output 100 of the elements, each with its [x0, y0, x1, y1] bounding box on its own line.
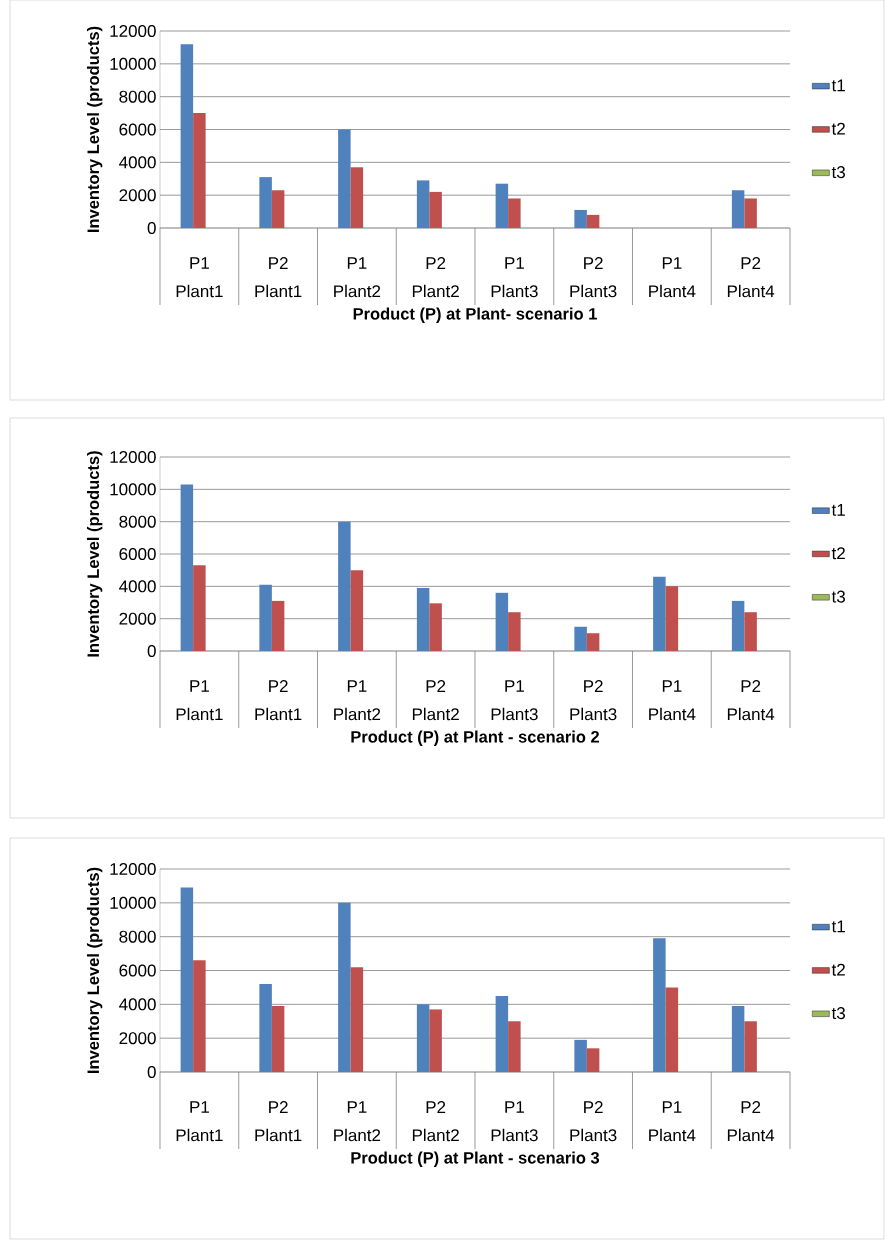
bar	[180, 484, 194, 652]
bar	[744, 612, 757, 652]
bar	[429, 1009, 442, 1073]
x-tick-label: P1	[662, 1101, 682, 1113]
y-tick-label: 4000	[119, 998, 156, 1011]
x-tick-label: P1	[347, 680, 367, 692]
bar	[416, 1004, 430, 1073]
bar	[574, 1039, 587, 1073]
text: Plant2	[412, 284, 459, 298]
y-tick-label: 12000	[110, 450, 156, 464]
text: Plant2	[412, 707, 459, 721]
x-tick-label: P1	[505, 257, 524, 269]
x-tick-label: P2	[741, 680, 761, 692]
text: Plant4	[649, 284, 696, 298]
bar	[574, 209, 587, 229]
x-axis-title: Product (P) at Plant - scenario 2	[351, 730, 600, 746]
text: Plant2	[334, 707, 381, 721]
x-tick-label: P2	[741, 257, 761, 269]
text: Plant2	[334, 1128, 381, 1142]
bar	[271, 1006, 285, 1073]
x-tick-label: P2	[584, 1101, 603, 1113]
text: Plant1	[176, 1128, 223, 1142]
y-axis-title: Inventory Level (products)	[86, 451, 103, 657]
x-tick-label: P1	[505, 680, 524, 692]
bar	[350, 967, 364, 1073]
bar	[271, 600, 285, 652]
text: Plant4	[649, 707, 696, 721]
y-axis-title: Inventory Level (products)	[86, 26, 103, 233]
bar	[350, 570, 364, 652]
bar	[271, 190, 285, 229]
y-tick-label: 12000	[110, 24, 156, 38]
bar	[508, 198, 521, 229]
legend-label: t2	[831, 547, 845, 560]
bar	[338, 902, 351, 1073]
bar	[744, 198, 757, 229]
bar	[653, 576, 666, 652]
legend-label: t2	[831, 963, 845, 976]
bar	[350, 167, 364, 229]
x-tick-label: P2	[426, 680, 446, 692]
text: Plant4	[727, 707, 775, 721]
text: Plant3	[491, 284, 538, 298]
text: Plant1	[255, 1128, 302, 1142]
legend-label: t1	[831, 504, 845, 516]
x-tick-label: P2	[269, 1101, 288, 1113]
y-tick-label: 10000	[110, 57, 156, 70]
y-tick-label: 2000	[119, 189, 156, 202]
x-tick-label: P1	[190, 1101, 209, 1113]
bar	[586, 633, 600, 652]
y-tick-label: 10000	[110, 483, 156, 496]
text: Plant3	[570, 1128, 617, 1142]
y-tick-label: 6000	[119, 123, 156, 136]
bar	[731, 1006, 745, 1073]
y-tick-label: 6000	[119, 964, 156, 977]
x-tick-label: P1	[662, 680, 682, 692]
bar	[508, 612, 521, 652]
text: Plant2	[334, 284, 381, 298]
y-tick-label: 8000	[119, 515, 156, 528]
bar	[429, 603, 442, 652]
text: Plant2	[412, 1128, 459, 1142]
bar	[338, 129, 351, 229]
x-tick-label: P2	[426, 257, 446, 269]
y-tick-label: 12000	[110, 862, 156, 876]
y-tick-label: 0	[147, 644, 156, 658]
bar	[416, 180, 430, 229]
text: Plant4	[649, 1128, 696, 1142]
x-tick-label: P1	[505, 1101, 524, 1113]
text: Plant1	[255, 707, 302, 721]
text: Plant1	[176, 284, 223, 298]
bar	[416, 587, 430, 652]
x-tick-label: P1	[190, 680, 209, 692]
y-tick-label: 8000	[119, 930, 156, 943]
bar	[653, 938, 666, 1073]
y-tick-label: 2000	[119, 612, 156, 625]
text: Plant3	[570, 284, 617, 298]
x-tick-label: P1	[190, 257, 209, 269]
x-tick-label: P1	[347, 1101, 367, 1113]
bar	[429, 191, 442, 229]
bar	[180, 44, 194, 229]
x-tick-label: P1	[662, 257, 682, 269]
bar	[574, 626, 587, 652]
bar	[665, 586, 679, 652]
text: Plant1	[255, 284, 302, 298]
bar	[731, 600, 745, 652]
legend-label: t3	[831, 1007, 845, 1020]
bar	[495, 995, 509, 1073]
bar	[508, 1021, 521, 1073]
x-tick-label: P2	[426, 1101, 446, 1113]
bar	[731, 190, 745, 229]
text: Plant4	[727, 1128, 775, 1142]
bar	[586, 214, 600, 229]
bar	[259, 984, 272, 1073]
x-axis-title: Product (P) at Plant- scenario 1	[353, 307, 597, 323]
bar	[495, 592, 509, 652]
y-tick-label: 0	[147, 221, 156, 235]
x-tick-label: P2	[584, 680, 603, 692]
bar	[259, 584, 272, 652]
y-tick-label: 10000	[110, 896, 156, 909]
y-tick-label: 2000	[119, 1032, 156, 1045]
y-axis-title: Inventory Level (products)	[86, 867, 103, 1074]
x-tick-label: P1	[347, 257, 367, 269]
